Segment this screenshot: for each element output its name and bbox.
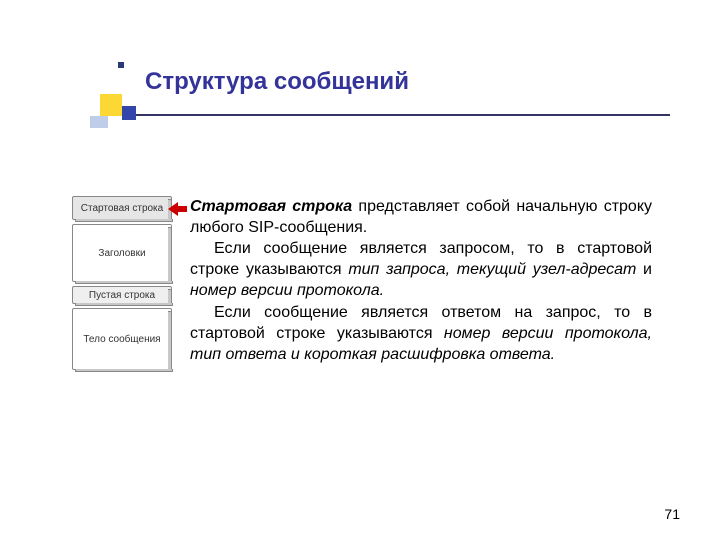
diagram-label: Стартовая строка bbox=[81, 203, 163, 214]
diagram-segment-body: Тело сообщения bbox=[72, 308, 172, 370]
page-number: 71 bbox=[664, 506, 680, 522]
deco-square-blue bbox=[122, 106, 136, 120]
diagram-segment-headers: Заголовки bbox=[72, 224, 172, 282]
pointer-arrow-icon bbox=[168, 202, 188, 216]
arrow-shaft bbox=[177, 206, 187, 212]
diagram-segment-empty: Пустая строка bbox=[72, 286, 172, 304]
slide: Структура сообщений Стартовая строка Заг… bbox=[0, 0, 720, 540]
lead-term: Стартовая строка bbox=[190, 198, 352, 215]
slide-title: Структура сообщений bbox=[145, 68, 409, 96]
diagram-label: Пустая строка bbox=[89, 290, 155, 301]
title-bullet bbox=[118, 62, 124, 68]
body-text: Стартовая строка представляет собой нача… bbox=[190, 196, 652, 365]
paragraph-1: Стартовая строка представляет собой нача… bbox=[190, 196, 652, 238]
diagram-label: Тело сообщения bbox=[83, 334, 160, 345]
diagram-segment-start: Стартовая строка bbox=[72, 196, 172, 220]
message-structure-diagram: Стартовая строка Заголовки Пустая строка… bbox=[72, 196, 172, 370]
paragraph-3: Если сообщение является ответом на запро… bbox=[190, 302, 652, 365]
paragraph-2: Если сообщение является запросом, то в с… bbox=[190, 238, 652, 301]
title-block: Структура сообщений bbox=[145, 68, 409, 96]
deco-square-light bbox=[90, 116, 108, 128]
diagram-label: Заголовки bbox=[98, 248, 145, 259]
title-underline bbox=[110, 114, 670, 116]
deco-square-yellow bbox=[100, 94, 122, 116]
